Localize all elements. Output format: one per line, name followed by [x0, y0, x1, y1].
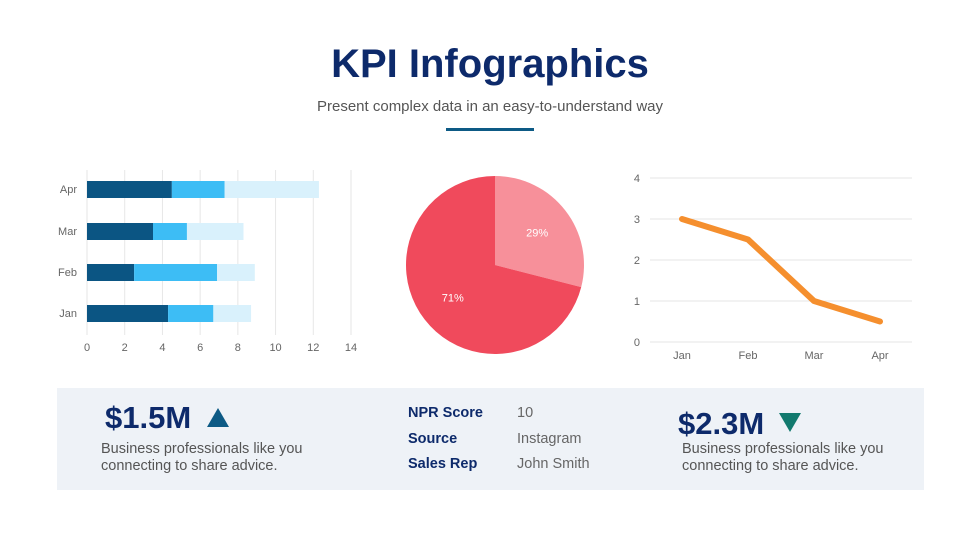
bar-segment	[186, 223, 244, 240]
bar-segment	[217, 264, 255, 281]
bar-segment	[153, 223, 187, 240]
bar-segment	[134, 264, 218, 281]
y-tick-label: Mar	[58, 226, 77, 238]
sales-rep-label: Sales Rep	[408, 456, 478, 472]
y-tick-label: 1	[634, 296, 640, 308]
y-tick-label: 4	[634, 173, 640, 185]
y-tick-label: 0	[634, 337, 640, 349]
pie-slice	[495, 176, 584, 288]
stacked-bar-chart: 0 2 4 6 8 10 12 14 Jan Feb Mar Apr	[58, 170, 357, 354]
y-tick-label: Apr	[60, 184, 77, 196]
y-tick-label: Feb	[58, 267, 77, 279]
trend-down-icon	[779, 413, 801, 432]
line-chart: 0 1 2 3 4 Jan Feb Mar Apr	[634, 173, 912, 362]
x-tick-label: 12	[307, 342, 319, 354]
pie-label: 29%	[526, 227, 548, 239]
y-tick-label: 2	[634, 255, 640, 267]
line-series	[679, 216, 883, 325]
kpi-right-desc-2: connecting to share advice.	[682, 458, 859, 474]
y-tick-label: Jan	[59, 308, 77, 320]
x-tick-label: Feb	[739, 350, 758, 362]
pie-chart: 29% 71%	[406, 176, 584, 354]
y-tick-label: 3	[634, 214, 640, 226]
page-subtitle: Present complex data in an easy-to-under…	[316, 98, 664, 115]
trend-up-icon	[207, 408, 229, 427]
x-tick-label: Mar	[805, 350, 824, 362]
bar-segment	[87, 223, 153, 240]
npr-score-value: 10	[517, 405, 534, 421]
x-tick-label: 4	[159, 342, 165, 354]
x-tick-label: Apr	[871, 350, 888, 362]
kpi-panel	[57, 388, 924, 490]
sales-rep-value: John Smith	[517, 456, 590, 472]
page-title: KPI Infographics	[331, 42, 649, 86]
kpi-left-desc-2: connecting to share advice.	[101, 458, 278, 474]
kpi-left-desc-1: Business professionals like you	[101, 441, 303, 457]
x-tick-label: Jan	[673, 350, 691, 362]
bar-segment	[87, 181, 172, 198]
bar-segment	[224, 181, 319, 198]
source-label: Source	[408, 431, 458, 447]
bar-segment	[171, 181, 225, 198]
bar-segment	[87, 264, 135, 281]
title-divider	[446, 128, 534, 131]
x-tick-label: 6	[197, 342, 203, 354]
pie-slice	[406, 176, 582, 354]
pie-label: 71%	[442, 293, 464, 305]
bar-segment	[87, 305, 169, 322]
x-tick-label: 10	[269, 342, 281, 354]
kpi-right-desc-1: Business professionals like you	[682, 441, 884, 457]
x-tick-label: 2	[122, 342, 128, 354]
kpi-right-value: $2.3M	[678, 406, 765, 441]
x-tick-label: 14	[345, 342, 357, 354]
x-tick-label: 8	[235, 342, 241, 354]
bar-segment	[213, 305, 252, 322]
npr-score-label: NPR Score	[408, 405, 483, 421]
source-value: Instagram	[517, 431, 582, 447]
x-tick-label: 0	[84, 342, 90, 354]
bar-segment	[168, 305, 214, 322]
kpi-left-value: $1.5M	[105, 400, 192, 435]
